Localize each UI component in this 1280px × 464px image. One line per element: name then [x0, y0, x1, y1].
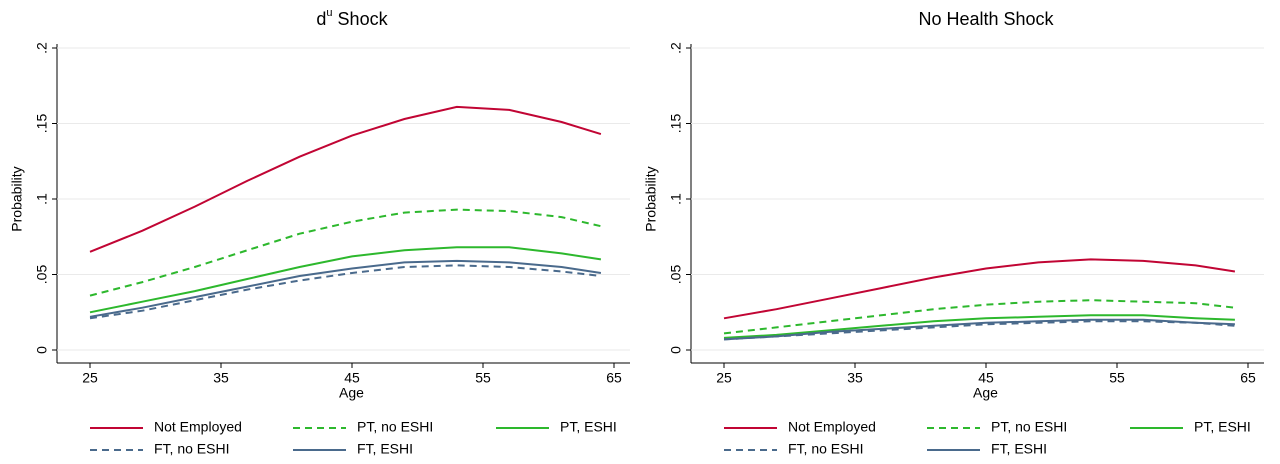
legend-label: PT, no ESHI [991, 419, 1067, 435]
legend-label: FT, no ESHI [788, 441, 863, 457]
series-line [89, 264, 602, 320]
legend-label: PT, ESHI [1194, 419, 1251, 435]
y-axis-label: Probability [643, 166, 659, 231]
x-tick-label: 45 [344, 370, 360, 386]
y-tick-label: .05 [34, 265, 50, 285]
series-line [89, 259, 602, 318]
legend-label: FT, ESHI [357, 441, 413, 457]
y-tick-label: .05 [668, 265, 684, 285]
y-tick-label: 0 [34, 346, 50, 354]
y-tick-label: .2 [668, 42, 684, 54]
legend-label: Not Employed [154, 419, 242, 435]
series-line [89, 246, 602, 314]
title-part: d [316, 9, 326, 29]
series-line [723, 299, 1236, 335]
title-part: Shock [333, 9, 389, 29]
x-axis-label: Age [339, 385, 364, 401]
legend-label: Not Employed [788, 419, 876, 435]
y-tick-label: .15 [34, 114, 50, 134]
chart-title: du Shock [316, 7, 388, 29]
x-tick-label: 35 [847, 370, 863, 386]
y-tick-label: .2 [34, 42, 50, 54]
x-tick-label: 55 [1109, 370, 1125, 386]
series-line [723, 314, 1235, 339]
x-tick-label: 55 [475, 370, 491, 386]
legend-label: FT, ESHI [991, 441, 1047, 457]
x-tick-label: 45 [978, 370, 994, 386]
y-tick-label: .1 [668, 193, 684, 205]
legend-label: PT, ESHI [560, 419, 617, 435]
title-superscript: u [326, 7, 332, 19]
series-line [723, 258, 1236, 320]
x-tick-label: 65 [606, 370, 622, 386]
x-axis-label: Age [973, 385, 998, 401]
series-line [723, 318, 1235, 341]
series-line [89, 208, 602, 297]
y-tick-label: .15 [668, 114, 684, 134]
legend-label: PT, no ESHI [357, 419, 433, 435]
y-axis-label: Probability [9, 166, 25, 231]
chart-title: No Health Shock [918, 9, 1054, 29]
x-tick-label: 25 [716, 370, 732, 386]
x-tick-label: 35 [213, 370, 229, 386]
y-tick-label: .1 [34, 193, 50, 205]
x-tick-label: 25 [82, 370, 98, 386]
y-tick-label: 0 [668, 346, 684, 354]
legend-label: FT, no ESHI [154, 441, 229, 457]
x-tick-label: 65 [1240, 370, 1256, 386]
series-line [89, 105, 602, 253]
